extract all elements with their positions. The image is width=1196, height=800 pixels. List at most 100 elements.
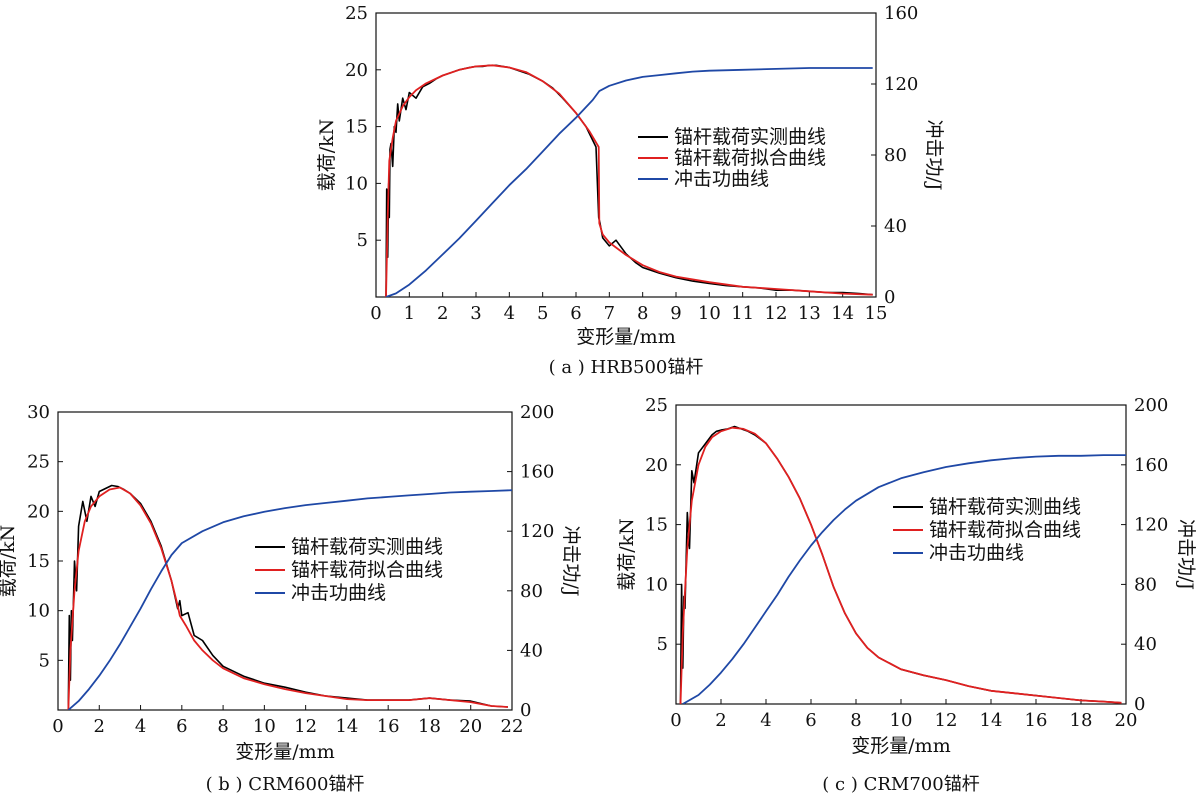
y2-tick-label: 160 <box>1134 455 1168 476</box>
x-tick-label: 18 <box>418 716 441 737</box>
x-tick-label: 4 <box>760 710 771 731</box>
x-tick-label: 0 <box>370 303 381 324</box>
y2-tick-label: 160 <box>520 462 554 483</box>
x-axis-label: 变形量/mm <box>235 741 334 763</box>
y2-tick-label: 200 <box>1134 395 1168 416</box>
x-tick-label: 6 <box>805 710 816 731</box>
x-tick-label: 0 <box>670 710 681 731</box>
y2-tick-label: 120 <box>1134 515 1168 536</box>
x-tick-label: 12 <box>294 716 317 737</box>
y-axis-label: 载荷/kN <box>316 119 338 192</box>
x-tick-label: 8 <box>637 303 648 324</box>
y-axis-label: 载荷/kN <box>616 518 638 591</box>
chart-2: 0 2 4 6 8 10 12 14 16 18 20 22 5 10 15 20 25 30 0 40 80 120 16… <box>0 402 582 795</box>
x-axis-label: 变形量/mm <box>576 326 675 348</box>
legend-label-1: 锚杆载荷实测曲线 <box>929 496 1081 518</box>
legend-label-1: 锚杆载荷实测曲线 <box>674 126 826 148</box>
y2-tick-label: 40 <box>1134 634 1157 655</box>
y-tick-label: 15 <box>27 551 50 572</box>
x-tick-label: 2 <box>437 303 448 324</box>
x-tick-label: 8 <box>217 716 228 737</box>
x-tick-label: 14 <box>831 303 854 324</box>
x-tick-label: 7 <box>604 303 615 324</box>
y-tick-label: 10 <box>27 601 50 622</box>
y-tick-label: 15 <box>345 117 368 138</box>
chart-3: 0 2 4 6 8 10 12 14 16 18 20 5 10 15 20 25 0 40 80 120 160 200… <box>616 395 1196 795</box>
y2-tick-label: 40 <box>520 640 543 661</box>
x-tick-label: 15 <box>865 303 888 324</box>
x-tick-label: 10 <box>890 710 913 731</box>
legend-label-2: 锚杆载荷拟合曲线 <box>291 559 443 581</box>
legend-label-2: 锚杆载荷拟合曲线 <box>929 519 1081 541</box>
y-tick-label: 20 <box>27 501 50 522</box>
legend-label-3: 冲击功曲线 <box>674 168 769 190</box>
legend-label-3: 冲击功曲线 <box>929 542 1024 564</box>
series-line-2 <box>385 64 873 297</box>
chart-caption: ( a ) HRB500锚杆 <box>549 357 704 378</box>
y2-tick-label: 0 <box>520 700 531 721</box>
y2-axis-label: 冲击功/J <box>923 119 945 190</box>
y-tick-label: 20 <box>645 455 668 476</box>
y-tick-label: 5 <box>357 230 368 251</box>
series-line-1 <box>67 484 508 710</box>
x-tick-label: 4 <box>504 303 515 324</box>
y2-tick-label: 120 <box>884 74 918 95</box>
series-line-2 <box>67 486 508 710</box>
series-line-3 <box>682 454 1126 704</box>
y-tick-label: 20 <box>345 60 368 81</box>
x-tick-label: 10 <box>698 303 721 324</box>
x-tick-label: 9 <box>670 303 681 324</box>
y-tick-label: 25 <box>345 3 368 24</box>
x-tick-label: 5 <box>537 303 548 324</box>
x-tick-label: 12 <box>935 710 958 731</box>
x-tick-label: 12 <box>765 303 788 324</box>
x-tick-label: 6 <box>570 303 581 324</box>
x-tick-label: 20 <box>459 716 482 737</box>
x-tick-label: 11 <box>731 303 754 324</box>
y2-tick-label: 80 <box>1134 574 1157 595</box>
series-line-2 <box>679 426 1122 704</box>
chart-1: 0 1 2 3 4 5 6 7 8 9 10 11 12 13 14 15510152025040801201… <box>316 3 945 378</box>
chart-caption: ( c ) CRM700锚杆 <box>822 774 979 795</box>
x-tick-label: 4 <box>135 716 146 737</box>
legend-label-2: 锚杆载荷拟合曲线 <box>674 147 826 169</box>
y-tick-label: 25 <box>27 452 50 473</box>
x-tick-label: 18 <box>1070 710 1093 731</box>
x-tick-label: 0 <box>52 716 63 737</box>
y-tick-label: 30 <box>27 402 50 423</box>
x-tick-label: 6 <box>176 716 187 737</box>
x-tick-label: 22 <box>501 716 524 737</box>
legend-label-3: 冲击功曲线 <box>291 582 386 604</box>
chart-caption: ( b ) CRM600锚杆 <box>206 774 365 795</box>
series-line-1 <box>679 425 1122 704</box>
y2-tick-label: 40 <box>884 216 907 237</box>
x-tick-label: 10 <box>253 716 276 737</box>
legend-label-1: 锚杆载荷实测曲线 <box>291 536 443 558</box>
plot-frame <box>675 404 1127 705</box>
x-tick-label: 20 <box>1115 710 1138 731</box>
y-tick-label: 10 <box>345 173 368 194</box>
y2-axis-label: 冲击功/J <box>560 525 582 596</box>
x-tick-label: 14 <box>335 716 358 737</box>
y-tick-label: 15 <box>645 515 668 536</box>
y2-tick-label: 200 <box>520 402 554 423</box>
y-tick-label: 25 <box>645 395 668 416</box>
series-line-1 <box>385 64 873 297</box>
x-tick-label: 13 <box>798 303 821 324</box>
y2-tick-label: 160 <box>884 3 918 24</box>
y-axis-label: 载荷/kN <box>0 525 19 598</box>
y2-axis-label: 冲击功/J <box>1175 519 1196 590</box>
y-tick-label: 5 <box>657 634 668 655</box>
x-tick-label: 2 <box>715 710 726 731</box>
x-tick-label: 8 <box>850 710 861 731</box>
plot-frame <box>57 411 513 711</box>
y2-tick-label: 80 <box>884 145 907 166</box>
x-tick-label: 16 <box>377 716 400 737</box>
x-tick-label: 16 <box>1025 710 1048 731</box>
x-tick-label: 1 <box>404 303 415 324</box>
x-tick-label: 3 <box>470 303 481 324</box>
